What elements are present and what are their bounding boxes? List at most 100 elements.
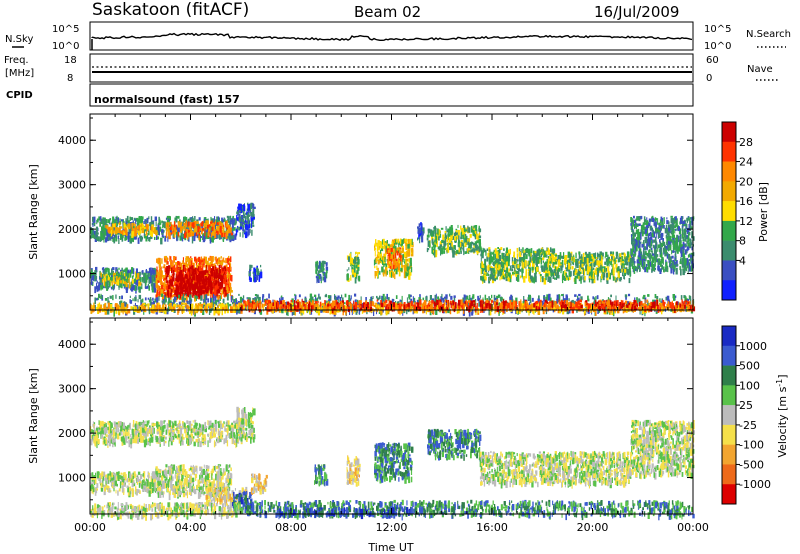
range-cell: [148, 216, 150, 220]
range-cell: [182, 260, 184, 264]
range-cell: [246, 297, 248, 300]
range-cell: [132, 280, 134, 284]
range-cell: [386, 243, 388, 247]
range-cell: [400, 267, 403, 272]
range-cell: [640, 262, 642, 267]
range-cell: [164, 283, 167, 290]
range-cell: [658, 222, 660, 225]
range-cell: [140, 226, 142, 234]
range-cell: [385, 272, 388, 275]
range-cell: [196, 258, 198, 264]
range-cell: [476, 248, 479, 255]
range-cell: [409, 239, 412, 244]
range-cell: [108, 236, 110, 241]
range-cell: [641, 225, 643, 231]
range-cell: [112, 230, 115, 234]
range-cell: [248, 207, 250, 215]
range-cell: [105, 281, 107, 289]
range-cell: [580, 256, 582, 259]
range-cell: [198, 224, 201, 229]
range-cell: [657, 258, 660, 262]
nsearch-tick-bottom: 10^0: [704, 41, 731, 52]
range-cell: [580, 277, 582, 284]
range-cell: [160, 237, 163, 245]
range-cell: [630, 254, 632, 257]
range-cell: [115, 272, 118, 278]
range-cell: [615, 259, 618, 263]
range-cell: [479, 295, 481, 299]
range-cell: [236, 217, 239, 221]
range-cell: [118, 222, 121, 226]
range-cell: [120, 280, 123, 287]
range-cell: [232, 215, 234, 220]
range-cell: [216, 225, 219, 231]
range-cell: [356, 255, 358, 258]
range-cell: [460, 248, 462, 252]
range-cell: [666, 231, 668, 235]
range-cell: [207, 283, 210, 291]
range-cell: [222, 273, 225, 281]
range-cell: [175, 262, 178, 266]
range-cell: [252, 220, 254, 225]
range-cell: [490, 258, 492, 264]
range-cell: [633, 257, 635, 263]
range-cell: [534, 250, 537, 253]
range-cell: [161, 284, 164, 291]
range-cell: [593, 255, 596, 259]
range-cell: [476, 235, 478, 240]
range-cell: [190, 286, 192, 293]
range-cell: [216, 216, 218, 221]
range-cell: [634, 265, 637, 269]
range-cell: [104, 228, 107, 235]
range-cell: [582, 256, 584, 263]
range-cell: [112, 284, 115, 289]
range-cell: [227, 281, 230, 284]
range-cell: [125, 272, 128, 278]
range-cell: [99, 276, 102, 280]
range-cell: [95, 268, 97, 272]
range-cell: [108, 227, 110, 233]
range-cell: [204, 265, 206, 268]
range-cell: [165, 222, 168, 228]
range-cell: [145, 226, 148, 234]
range-cell: [464, 227, 466, 232]
range-cell: [230, 290, 233, 293]
range-cell: [119, 228, 121, 234]
range-cell: [111, 232, 113, 239]
range-cell: [351, 269, 354, 275]
range-cell: [682, 246, 685, 249]
range-cell: [478, 235, 482, 238]
range-cell: [646, 217, 648, 221]
range-cell: [440, 250, 444, 255]
range-cell: [220, 267, 223, 271]
range-cell: [666, 241, 668, 245]
range-cell: [174, 225, 176, 230]
range-cell: [170, 259, 172, 263]
range-cell: [219, 234, 221, 240]
range-cell: [597, 260, 601, 267]
range-cell: [123, 281, 126, 288]
range-cell: [394, 253, 397, 259]
range-cell: [631, 240, 633, 245]
range-cell: [121, 219, 123, 222]
range-cell: [644, 229, 648, 234]
range-cell: [150, 216, 153, 221]
range-cell: [210, 281, 212, 285]
range-cell: [249, 277, 252, 282]
range-cell: [158, 268, 162, 275]
range-cell: [349, 253, 352, 259]
range-cell: [219, 270, 223, 275]
range-cell: [166, 282, 168, 289]
range-cell: [210, 276, 213, 281]
range-cell: [129, 235, 132, 242]
range-cell: [182, 284, 185, 290]
range-cell: [204, 256, 207, 264]
range-cell: [451, 236, 455, 240]
range-cell: [448, 233, 451, 237]
range-cell: [155, 282, 157, 289]
range-cell: [407, 244, 410, 249]
range-cell: [445, 235, 448, 238]
range-cell: [457, 224, 459, 228]
range-cell: [376, 265, 378, 270]
range-cell: [398, 251, 401, 258]
